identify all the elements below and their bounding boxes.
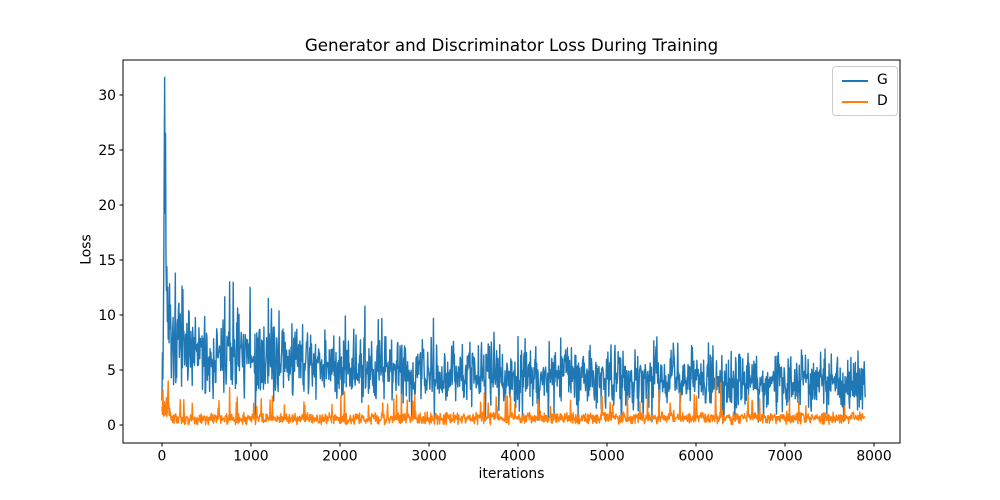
- legend-item-g: G: [842, 73, 888, 88]
- legend: G D: [832, 66, 898, 116]
- legend-label-d: D: [877, 93, 888, 109]
- chart-title: Generator and Discriminator Loss During …: [304, 35, 719, 55]
- legend-label-g: G: [877, 72, 888, 88]
- y-tick-label: 15: [98, 253, 116, 269]
- y-tick-label: 25: [98, 143, 116, 159]
- x-tick-label: 4000: [500, 449, 535, 465]
- y-tick-label: 20: [98, 198, 116, 214]
- x-tick-label: 7000: [767, 449, 802, 465]
- y-tick-label: 5: [107, 363, 116, 379]
- x-tick-label: 8000: [856, 449, 891, 465]
- x-tick-label: 3000: [411, 449, 446, 465]
- x-tick-label: 2000: [322, 449, 357, 465]
- x-tick-label: 6000: [678, 449, 713, 465]
- axes-border: [122, 59, 901, 444]
- y-tick-label: 0: [107, 418, 116, 434]
- x-tick-label: 5000: [589, 449, 624, 465]
- d-line-swatch: [842, 100, 868, 103]
- x-axis-label: iterations: [478, 466, 545, 482]
- g-line-swatch: [842, 79, 868, 82]
- g-loss-line: [161, 76, 866, 423]
- y-axis-ticks: 0 5 10 15 20 25 30: [98, 88, 123, 434]
- x-tick-label: 0: [158, 449, 167, 465]
- legend-item-d: D: [842, 94, 888, 109]
- x-tick-label: 1000: [233, 449, 268, 465]
- y-tick-label: 30: [98, 88, 116, 104]
- x-axis-ticks: 0 1000 2000 3000 4000 5000 6000 7000 8000: [158, 443, 892, 465]
- d-loss-line: [161, 376, 866, 426]
- y-tick-label: 10: [98, 308, 116, 324]
- series-lines: [161, 76, 866, 426]
